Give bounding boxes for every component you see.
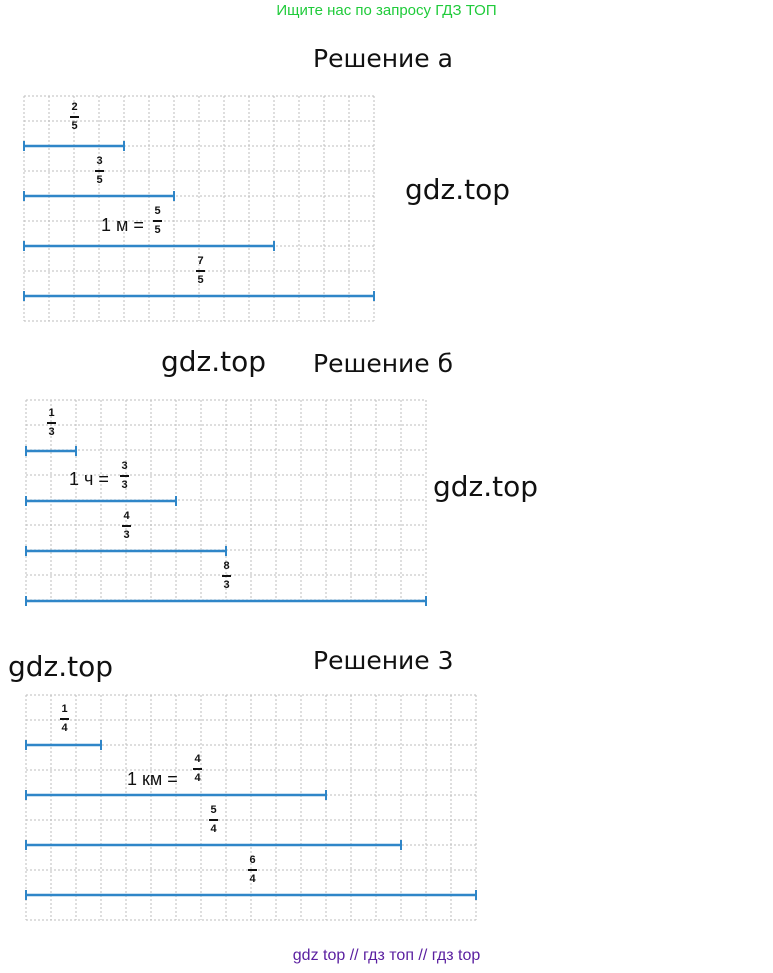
denominator: 4 xyxy=(249,872,256,885)
numerator: 7 xyxy=(197,255,204,267)
numerator: 4 xyxy=(123,510,130,522)
denominator: 5 xyxy=(197,273,204,286)
section-title-c: Решение 3 xyxy=(313,646,454,675)
watermark: gdz.top xyxy=(8,650,114,683)
grid-solution-b xyxy=(25,399,427,606)
equation-label: 1 км = xyxy=(127,769,178,789)
denominator: 3 xyxy=(48,425,55,438)
grid-solution-c xyxy=(25,694,477,921)
denominator: 4 xyxy=(194,771,201,784)
numerator: 4 xyxy=(194,753,201,765)
numerator: 1 xyxy=(48,407,55,419)
denominator: 4 xyxy=(61,721,68,734)
numerator: 5 xyxy=(210,804,217,816)
watermark: gdz.top xyxy=(433,470,539,503)
denominator: 3 xyxy=(123,528,130,541)
numerator: 2 xyxy=(71,101,78,113)
denominator: 5 xyxy=(96,173,103,186)
denominator: 4 xyxy=(210,822,217,835)
top-banner: Ищите нас по запросу ГДЗ ТОП xyxy=(276,2,497,19)
section-title-b: Решение б xyxy=(313,349,454,378)
denominator: 5 xyxy=(154,223,161,236)
numerator: 5 xyxy=(154,205,161,217)
denominator: 5 xyxy=(71,119,78,132)
equation-label: 1 ч = xyxy=(69,469,109,489)
equation-label: 1 м = xyxy=(101,215,144,235)
section-title-a: Решение а xyxy=(313,44,453,73)
denominator: 3 xyxy=(121,478,128,491)
numerator: 6 xyxy=(249,854,256,866)
numerator: 3 xyxy=(121,460,128,472)
numerator: 8 xyxy=(223,560,230,572)
watermark: gdz.top xyxy=(161,345,267,378)
watermark: gdz.top xyxy=(405,173,511,206)
numerator: 3 xyxy=(96,155,103,167)
grid-solution-a xyxy=(23,95,375,322)
footer-links: gdz top // гдз топ // гдз top xyxy=(292,947,481,964)
numerator: 1 xyxy=(61,703,68,715)
denominator: 3 xyxy=(223,578,230,591)
